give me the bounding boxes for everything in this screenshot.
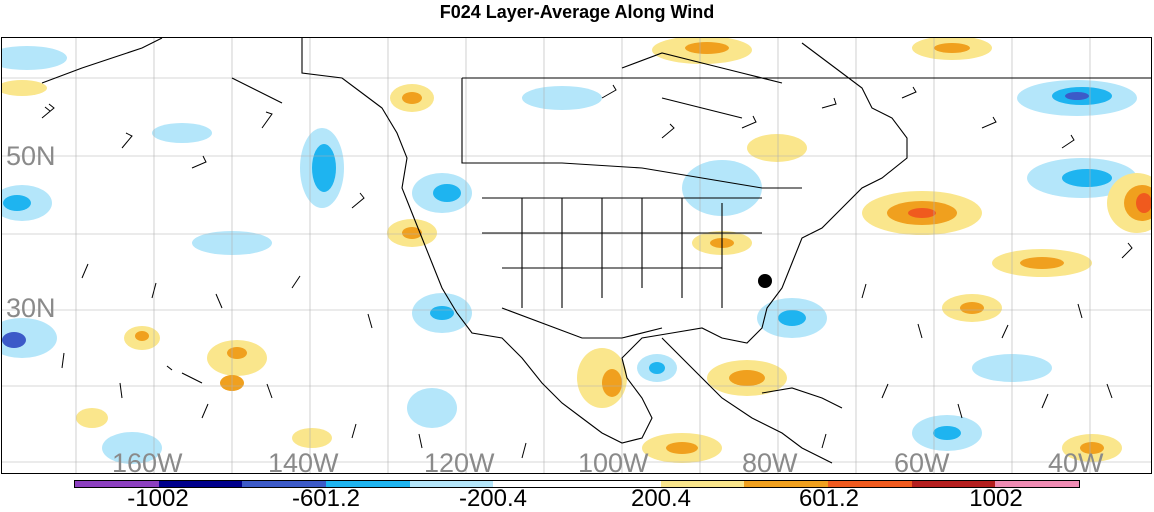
lat-label-30n: 30N [6, 293, 56, 323]
colorbar-segment [242, 481, 327, 487]
colorbar [74, 480, 1080, 488]
colorbar-segment [75, 481, 159, 487]
lon-label-120w: 120W [424, 448, 495, 474]
colorbar-segment [744, 481, 829, 487]
lat-label-50n: 50N [6, 141, 56, 171]
map-panel: 50N 30N 160W 140W 120W 100W 80W 60W 40W [1, 37, 1152, 474]
map-title: F024 Layer-Average Along Wind [439, 2, 715, 22]
black-dot-marker [758, 274, 772, 288]
lat-lon-grid [2, 38, 1151, 473]
lon-label-60w: 60W [894, 448, 950, 474]
colorbar-label: 601.2 [798, 485, 860, 512]
colorbar-segment [158, 481, 243, 487]
colorbar-segment [995, 481, 1080, 487]
colorbar-segment [828, 481, 912, 487]
colorbar-label: -601.2 [291, 485, 361, 512]
shaded-field [2, 38, 1151, 464]
lon-label-160w: 160W [112, 448, 183, 474]
colorbar-segment [911, 481, 996, 487]
wind-barbs [41, 84, 1133, 459]
colorbar-label: 1002 [969, 485, 1023, 512]
coastlines [41, 38, 1151, 464]
colorbar-segment [493, 481, 578, 487]
lon-label-40w: 40W [1048, 448, 1104, 474]
colorbar-label: 200.4 [630, 485, 692, 512]
colorbar-segment [577, 481, 661, 487]
colorbar-segment [660, 481, 745, 487]
map-canvas [2, 38, 1151, 473]
lon-label-140w: 140W [268, 448, 339, 474]
colorbar-label: -1002 [127, 485, 189, 512]
colorbar-segment [326, 481, 410, 487]
lon-label-80w: 80W [742, 448, 798, 474]
colorbar-label: -200.4 [458, 485, 528, 512]
lon-label-100w: 100W [578, 448, 649, 474]
colorbar-segment [409, 481, 494, 487]
